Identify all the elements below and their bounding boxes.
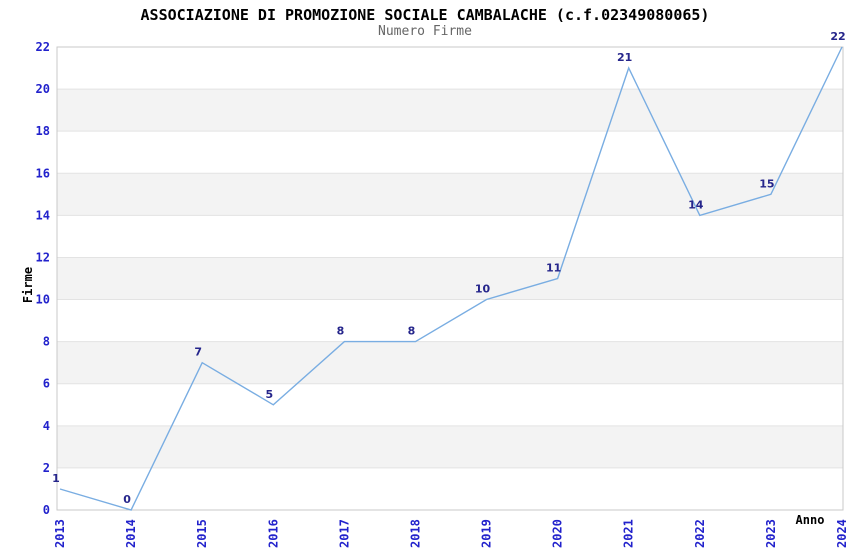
grid-band [57, 257, 843, 300]
x-tick-label: 2017 [337, 519, 351, 548]
data-point-label: 0 [123, 493, 131, 506]
x-tick-label: 2020 [551, 519, 565, 548]
x-tick-label: 2019 [480, 519, 494, 548]
data-point-label: 15 [759, 177, 774, 190]
x-tick-label: 2015 [195, 519, 209, 548]
x-tick-label: 2016 [266, 519, 280, 548]
y-tick-label: 22 [36, 40, 50, 54]
y-tick-label: 6 [43, 377, 50, 391]
data-point-label: 11 [546, 262, 561, 275]
series-line [59, 46, 843, 511]
y-tick-label: 2 [43, 461, 50, 475]
x-tick-label: 2024 [835, 519, 849, 548]
y-tick-label: 4 [43, 419, 50, 433]
data-point-label: 21 [617, 51, 632, 64]
data-point-label: 14 [688, 198, 704, 211]
chart-title: ASSOCIAZIONE DI PROMOZIONE SOCIALE CAMBA… [140, 6, 710, 24]
x-tick-label: 2023 [764, 519, 778, 548]
grid-band [57, 173, 843, 216]
grid-band [57, 425, 843, 468]
y-tick-label: 20 [36, 82, 50, 96]
data-point-label: 1 [52, 472, 60, 485]
data-point-label: 5 [265, 388, 273, 401]
y-tick-label: 16 [36, 166, 50, 180]
y-tick-label: 14 [36, 208, 50, 222]
y-tick-label: 12 [36, 251, 50, 265]
x-axis-label: Anno [796, 513, 825, 527]
data-point-label: 22 [830, 30, 845, 43]
data-point-label: 7 [194, 346, 202, 359]
y-tick-label: 0 [43, 503, 50, 517]
chart-subtitle: Numero Firme [378, 24, 472, 39]
grid-lines [57, 88, 843, 469]
data-point-label: 8 [408, 325, 416, 338]
y-tick-label: 10 [36, 293, 50, 307]
plot-frame [56, 46, 844, 511]
x-tick-label: 2014 [124, 519, 138, 548]
grid-band [57, 341, 843, 384]
x-tick-label: 2022 [693, 519, 707, 548]
x-tick-label: 2021 [622, 519, 636, 548]
data-point-label: 10 [475, 283, 491, 296]
x-tick-label: 2013 [53, 519, 67, 548]
grid-bands [57, 89, 843, 468]
grid-band [57, 89, 843, 132]
x-tick-label: 2018 [409, 519, 423, 548]
y-tick-label: 18 [36, 124, 50, 138]
y-tick-label: 8 [43, 335, 50, 349]
y-axis-ticks: 0 2 4 6 8 10 12 14 16 18 20 22 [36, 40, 50, 517]
y-axis-label: Firme [21, 267, 35, 303]
data-point-label: 8 [337, 325, 345, 338]
x-axis-ticks: 2013 2014 2015 2016 2017 2018 2019 2020 2021 2022… [53, 519, 849, 548]
